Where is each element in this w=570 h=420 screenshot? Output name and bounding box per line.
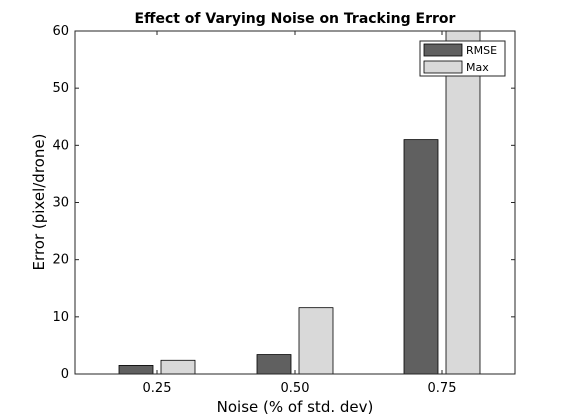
bar-rmse-0.25	[118, 365, 154, 375]
x-tick-label: 0.75	[428, 381, 457, 396]
bar-rmse-0.50	[256, 354, 292, 375]
y-tick-label: 20	[52, 253, 69, 268]
plot-frame	[74, 30, 516, 375]
y-tick-label: 0	[61, 367, 69, 382]
y-axis-label: Error (pixel/drone)	[30, 134, 48, 271]
x-axis-label: Noise (% of std. dev)	[217, 398, 374, 416]
bars-group	[118, 30, 481, 375]
plot-area	[75, 31, 515, 374]
y-tick-label: 50	[52, 81, 69, 96]
bar-max-0.25	[160, 359, 196, 375]
legend: RMSE Max	[419, 40, 506, 77]
y-tick-label: 30	[52, 196, 69, 211]
y-tick-label: 60	[52, 24, 69, 39]
y-tick-label: 10	[52, 310, 69, 325]
legend-swatch-max	[423, 60, 463, 74]
bar-max-0.75	[445, 30, 481, 375]
legend-label-rmse: RMSE	[466, 44, 497, 57]
y-tick-label: 40	[52, 138, 69, 153]
bar-max-0.50	[298, 307, 334, 375]
bar-rmse-0.75	[403, 139, 439, 375]
legend-label-max: Max	[466, 61, 489, 74]
y-axis-ticks: 0 10 20 30 40 50 60	[52, 24, 515, 382]
chart-title: Effect of Varying Noise on Tracking Erro…	[135, 11, 456, 27]
x-tick-label: 0.50	[281, 381, 310, 396]
x-axis-ticks: 0.25 0.50 0.75	[143, 31, 457, 396]
x-tick-label: 0.25	[143, 381, 172, 396]
legend-swatch-rmse	[423, 43, 463, 57]
